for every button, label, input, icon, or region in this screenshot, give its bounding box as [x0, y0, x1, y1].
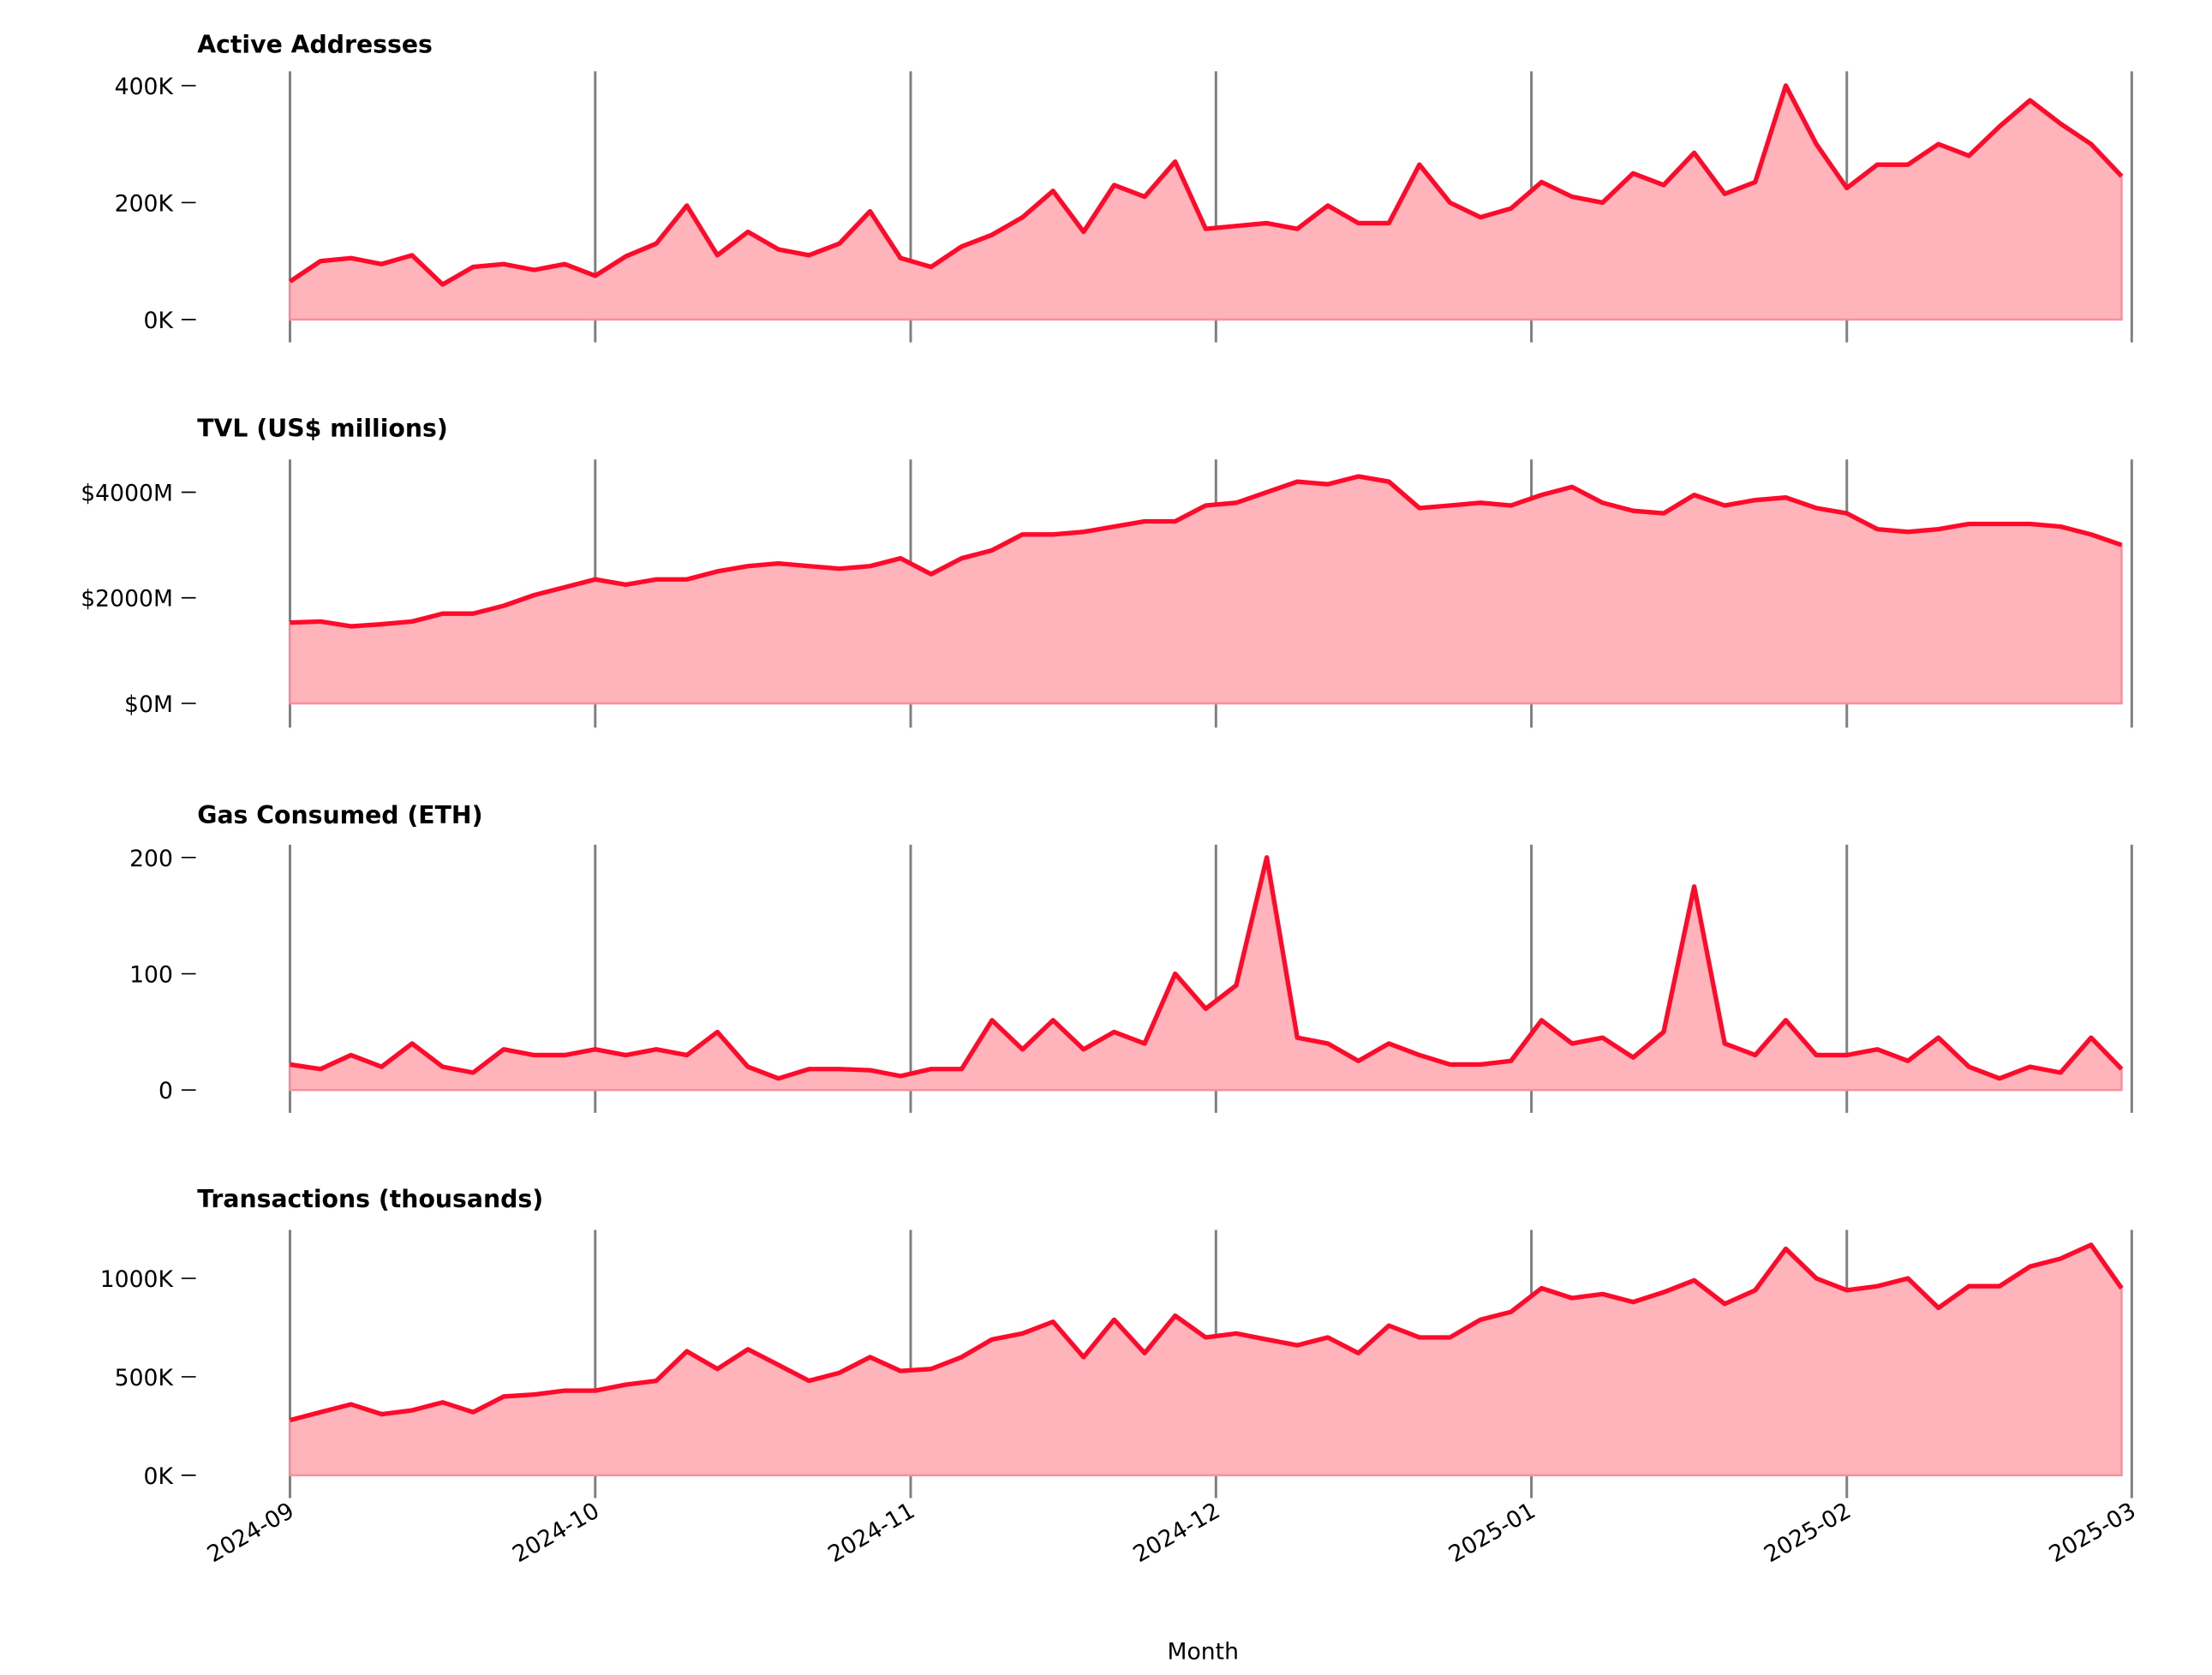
- x-tick-label: 2024-10: [508, 1498, 604, 1568]
- x-tick-label: 2024-12: [1129, 1498, 1225, 1568]
- y-tick-label: 200K: [115, 190, 175, 217]
- y-tick-label: 500K: [115, 1365, 175, 1391]
- y-tick-label: $0M: [124, 691, 173, 718]
- y-tick-label: 400K: [115, 74, 175, 100]
- series-line: [290, 474, 2123, 629]
- x-tick-label: 2024-09: [203, 1498, 299, 1568]
- y-tick-label: $4000M: [81, 481, 173, 507]
- y-tick-label: 0K: [144, 308, 175, 334]
- panel-title: TVL (US$ millions): [197, 415, 448, 443]
- x-axis-label: Month: [1168, 1639, 1239, 1666]
- y-tick-label: 0: [158, 1078, 173, 1104]
- x-tick-label: 2025-03: [2045, 1498, 2141, 1568]
- y-tick-label: 100: [129, 962, 173, 989]
- series-line: [289, 1242, 2124, 1423]
- y-tick-label: 1000K: [100, 1266, 175, 1293]
- series-line: [290, 855, 2124, 1081]
- x-tick-label: 2024-11: [823, 1498, 919, 1568]
- y-tick-label: 0K: [144, 1463, 175, 1490]
- panel-title: Gas Consumed (ETH): [197, 801, 482, 829]
- y-tick-label: 200: [129, 846, 173, 872]
- y-tick-label: $2000M: [81, 586, 173, 613]
- panel-title: Active Addresses: [197, 31, 433, 59]
- x-tick-label: 2025-01: [1444, 1498, 1540, 1568]
- x-tick-label: 2025-02: [1760, 1498, 1856, 1568]
- panel-title: Transactions (thousands): [197, 1185, 543, 1213]
- series-line: [288, 83, 2124, 287]
